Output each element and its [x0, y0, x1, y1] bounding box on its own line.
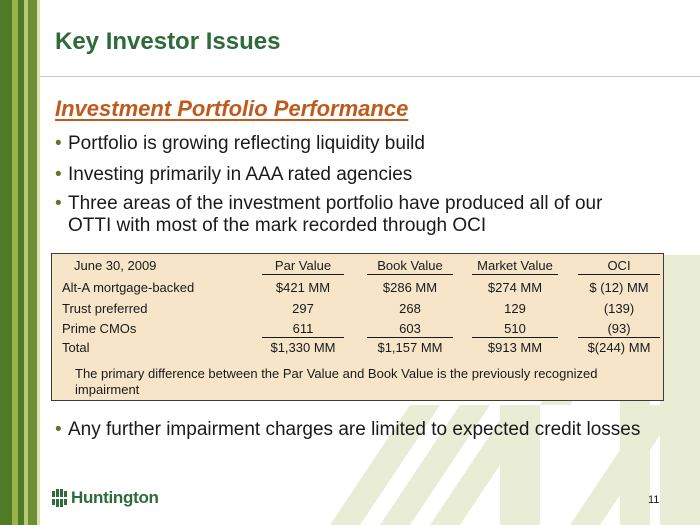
- total-rule: [578, 337, 660, 338]
- table-cell: 129: [504, 301, 526, 316]
- total-rule: [472, 337, 558, 338]
- table-cell: 510: [504, 321, 526, 336]
- decor-bar-1: [0, 0, 12, 525]
- table-header-par: Par Value: [274, 258, 332, 273]
- huntington-logo-icon: [52, 489, 67, 507]
- table-cell: $1,157 MM: [377, 340, 443, 355]
- table-header-date: June 30, 2009: [74, 258, 157, 273]
- table-cell: $286 MM: [382, 280, 438, 295]
- decor-bar-5: [28, 0, 37, 525]
- bullet-dot: •: [55, 419, 62, 440]
- table-cell: $913 MM: [487, 340, 543, 355]
- header-underline: [262, 274, 344, 275]
- table-cell: 297: [292, 301, 314, 316]
- table-row-label: Prime CMOs: [62, 321, 137, 336]
- decor-bar-4: [24, 0, 28, 525]
- table-cell: $1,330 MM: [270, 340, 336, 355]
- header-underline: [472, 274, 558, 275]
- table-row-label: Trust preferred: [62, 301, 148, 316]
- logo-wordmark: Huntington: [71, 488, 159, 507]
- table-cell: $274 MM: [487, 280, 543, 295]
- header-underline: [367, 274, 453, 275]
- company-logo: Huntington: [52, 488, 159, 508]
- bullet-item: • Portfolio is growing reflecting liquidi…: [55, 133, 425, 154]
- table-header-oci: OCI: [607, 258, 631, 273]
- page-number: 11: [648, 494, 660, 506]
- table-cell: $421 MM: [275, 280, 331, 295]
- table-cell: (93): [607, 321, 631, 336]
- bullet-item: • Any further impairment charges are limi…: [55, 419, 641, 440]
- header-underline: [578, 274, 660, 275]
- decor-bar-2: [12, 0, 18, 525]
- table-footnote: The primary difference between the Par V…: [75, 366, 598, 397]
- table-cell: $ (12) MM: [589, 280, 649, 295]
- table-row-label: Total: [62, 340, 90, 355]
- total-rule: [262, 337, 344, 338]
- table-cell: $(244) MM: [587, 340, 651, 355]
- page-title: Key Investor Issues: [55, 28, 281, 55]
- bullet-dot: •: [55, 193, 62, 214]
- table-cell: (139): [603, 301, 635, 316]
- bullet-dot: •: [55, 133, 62, 154]
- portfolio-table: June 30, 2009 Par Value Book Value Marke…: [51, 253, 664, 401]
- bullet-item-continued: OTTI with most of the mark recorded thro…: [68, 215, 487, 236]
- title-divider: [40, 76, 700, 77]
- decor-bar-3: [18, 0, 24, 525]
- bullet-dot: •: [55, 164, 62, 185]
- section-heading: Investment Portfolio Performance: [55, 96, 409, 121]
- decor-bar-6: [37, 0, 40, 525]
- table-header-book: Book Value: [377, 258, 443, 273]
- bullet-item: • Investing primarily in AAA rated agenci…: [55, 164, 413, 185]
- bullet-item: • Three areas of the investment portfolio…: [55, 193, 603, 214]
- total-rule: [367, 337, 453, 338]
- table-cell: 611: [292, 321, 314, 336]
- table-row-label: Alt-A mortgage-backed: [62, 280, 195, 295]
- table-cell: 268: [399, 301, 421, 316]
- table-header-market: Market Value: [477, 258, 553, 273]
- table-cell: 603: [399, 321, 421, 336]
